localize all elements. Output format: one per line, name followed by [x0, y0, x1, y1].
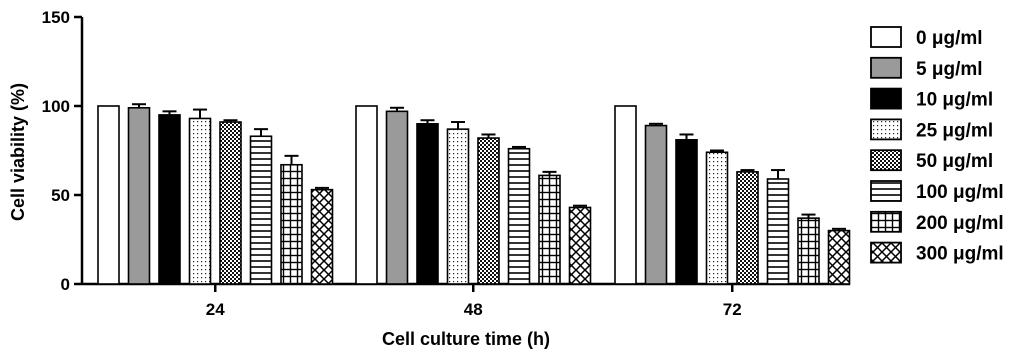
bar [644, 124, 668, 285]
error-bar-group [132, 103, 846, 231]
legend-label: 0 μg/ml [916, 28, 983, 49]
legend-swatch [870, 87, 902, 110]
y-axis-ticks: 0 50 100 150 [42, 8, 82, 294]
bar [507, 147, 531, 285]
bar [280, 163, 303, 285]
legend-label: 50 μg/ml [916, 151, 993, 172]
bar [766, 178, 790, 285]
x-axis-ticks: 24 48 72 [206, 284, 742, 319]
bar [797, 217, 820, 285]
bar [127, 106, 151, 285]
legend-label: 5 μg/ml [916, 59, 983, 80]
legend-label: 300 μg/ml [916, 244, 1004, 265]
bar [705, 151, 729, 285]
bar [97, 105, 120, 285]
legend: 0 μg/ml 5 μg/ml 10 μg/ml 25 μg/ml 50 μg/ml 10… [870, 26, 1004, 265]
y-tick-label: 150 [42, 8, 70, 27]
bar [538, 174, 561, 285]
x-tick-label: 48 [464, 300, 483, 319]
y-tick-label: 50 [51, 186, 70, 205]
bar [355, 105, 378, 285]
legend-label: 10 μg/ml [916, 90, 993, 111]
bar [736, 171, 759, 285]
legend-swatch [870, 180, 902, 202]
bar-series-group [97, 105, 851, 285]
bar [385, 110, 409, 285]
bar [477, 137, 500, 285]
legend-swatch [870, 118, 902, 141]
legend-label: 200 μg/ml [916, 213, 1004, 234]
bar [249, 135, 273, 285]
legend-label: 100 μg/ml [916, 182, 1004, 203]
x-tick-label: 72 [723, 300, 742, 319]
bar [219, 121, 242, 285]
x-tick-label: 24 [206, 300, 225, 319]
bar [568, 206, 592, 285]
legend-swatch [870, 149, 902, 172]
bar [675, 139, 698, 285]
y-tick-label: 100 [42, 97, 70, 116]
legend-label: 25 μg/ml [916, 120, 993, 141]
bar [188, 117, 212, 285]
legend-swatch [870, 210, 902, 233]
y-tick-label: 0 [61, 275, 70, 294]
y-axis-title: Cell viability (%) [8, 83, 28, 221]
legend-swatch [870, 26, 902, 48]
bar [310, 188, 334, 285]
bar [158, 114, 181, 285]
bar [827, 229, 851, 285]
bar [614, 105, 637, 285]
legend-swatch [870, 241, 902, 264]
legend-swatch [870, 56, 902, 79]
x-axis-title: Cell culture time (h) [382, 329, 550, 349]
bar [446, 128, 470, 285]
bar [416, 123, 439, 285]
